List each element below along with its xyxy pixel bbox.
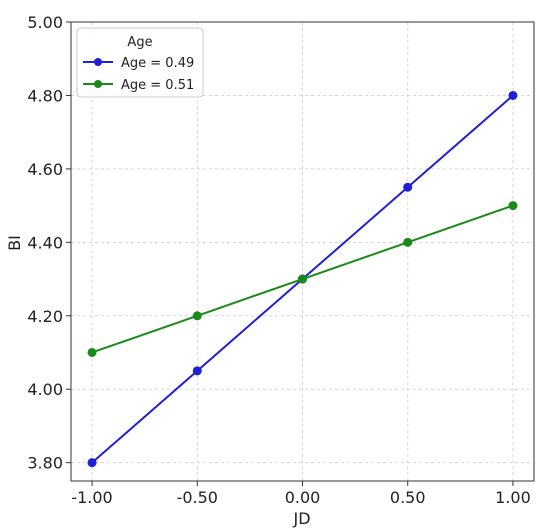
series-2-point-1 [192,311,202,321]
x-tick-label-2: 0.00 [285,488,321,507]
y-tick-label-6: 5.00 [27,13,63,32]
legend-swatch-marker-2 [94,80,102,88]
legend-swatch-marker-1 [94,58,102,66]
y-tick-label-3: 4.40 [27,233,63,252]
series-2-point-0 [87,347,97,357]
legend-box [76,27,204,98]
x-ticks: -1.00 -0.50 0.00 0.50 1.00 [71,481,531,507]
legend-label-2: Age = 0.51 [121,78,194,93]
series-layer [87,90,518,468]
x-tick-label-3: 0.50 [390,488,426,507]
series-1-point-1 [192,366,202,376]
series-2 [87,201,518,357]
x-tick-label-0: -1.00 [71,488,112,507]
series-2-point-3 [403,237,413,247]
y-axis-label: BI [5,235,24,251]
x-axis-label: JD [292,509,310,528]
legend-label-1: Age = 0.49 [121,56,194,71]
series-2-point-2 [298,274,307,284]
legend: Age Age = 0.49 Age = 0.51 [76,27,204,98]
grid [71,21,534,481]
series-1-point-4 [508,90,518,100]
series-2-point-4 [508,201,518,211]
y-tick-label-2: 4.20 [27,307,63,326]
y-tick-label-0: 3.80 [27,454,63,473]
x-tick-label-1: -0.50 [177,488,218,507]
series-1-point-3 [403,182,413,192]
series-1-point-0 [87,458,97,468]
legend-title: Age [127,35,152,50]
y-tick-label-4: 4.60 [27,160,63,179]
legend-entry-2: Age = 0.51 [83,78,194,93]
y-ticks: 3.80 4.00 4.20 4.40 4.60 4.80 5.00 [27,13,71,473]
x-tick-label-4: 1.00 [495,488,531,507]
y-tick-label-1: 4.00 [27,380,63,399]
y-tick-label-5: 4.80 [27,86,63,105]
legend-entry-1: Age = 0.49 [83,56,194,71]
legend-entries: Age = 0.49 Age = 0.51 [83,56,194,93]
